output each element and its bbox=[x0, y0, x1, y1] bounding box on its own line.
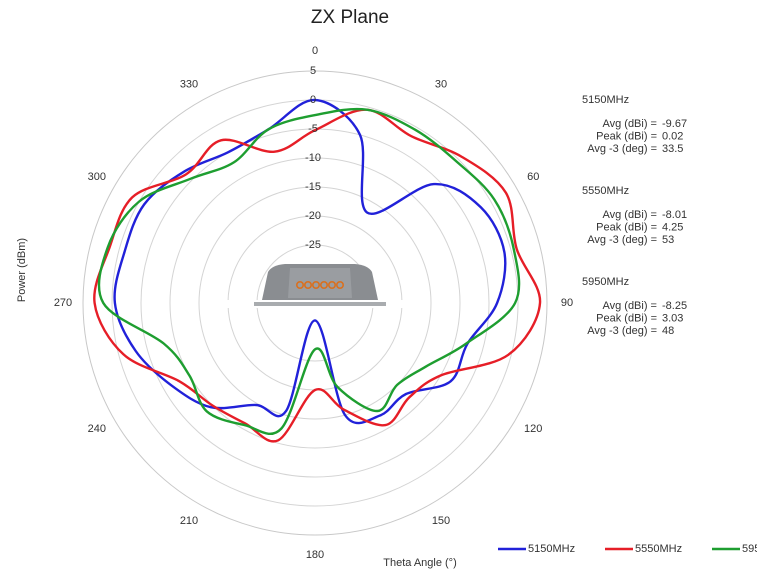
stats-value: -9.67 bbox=[662, 118, 687, 130]
stats-value: -8.01 bbox=[662, 209, 687, 221]
stats-label: Avg (dBi) = bbox=[602, 300, 657, 312]
stats-label: Peak (dBi) = bbox=[596, 221, 657, 233]
theta-tick-label: 60 bbox=[527, 171, 539, 183]
stats-value: 4.25 bbox=[662, 221, 683, 233]
stats-value: -8.25 bbox=[662, 300, 687, 312]
legend: 5150MHz 5550MHz 5950MHz bbox=[498, 543, 757, 555]
tick-labels: 5 0 -5 -10 -15 -20 -25 0 30 60 90 120 150 180 210 240 27… bbox=[54, 45, 573, 561]
stats-heading: 5550MHz bbox=[582, 185, 629, 197]
legend-label: 5150MHz bbox=[528, 543, 575, 555]
stats-value: 48 bbox=[662, 325, 674, 337]
r-tick-label: -15 bbox=[305, 181, 321, 193]
stats-value: 3.03 bbox=[662, 312, 683, 324]
stats-label: Avg (dBi) = bbox=[602, 118, 657, 130]
theta-tick-label: 0 bbox=[312, 45, 318, 57]
series-line bbox=[113, 98, 507, 425]
stats-label: Avg -3 (deg) = bbox=[587, 234, 657, 246]
series-line bbox=[93, 108, 542, 443]
x-axis-label: Theta Angle (°) bbox=[383, 557, 457, 569]
stats-label: Avg (dBi) = bbox=[602, 209, 657, 221]
stats-label: Avg -3 (deg) = bbox=[587, 325, 657, 337]
theta-tick-label: 180 bbox=[306, 549, 324, 561]
antenna-image bbox=[200, 264, 430, 308]
stats-panel: 5150MHz Avg (dBi) = -9.67 Peak (dBi) = 0.02 A… bbox=[582, 94, 687, 337]
theta-tick-label: 120 bbox=[524, 423, 542, 435]
r-tick-label: -25 bbox=[305, 239, 321, 251]
theta-tick-label: 90 bbox=[561, 297, 573, 309]
r-tick-label: -20 bbox=[305, 210, 321, 222]
stats-heading: 5150MHz bbox=[582, 94, 629, 106]
grid-circle bbox=[198, 186, 432, 420]
legend-label: 5950MHz bbox=[742, 543, 757, 555]
stats-value: 33.5 bbox=[662, 143, 683, 155]
stats-heading: 5950MHz bbox=[582, 276, 629, 288]
y-axis-label: Power (dBm) bbox=[16, 238, 28, 302]
stats-value: 0.02 bbox=[662, 130, 683, 142]
plot-area bbox=[93, 98, 542, 443]
stats-label: Peak (dBi) = bbox=[596, 130, 657, 142]
theta-tick-label: 240 bbox=[88, 423, 106, 435]
theta-tick-label: 330 bbox=[180, 79, 198, 91]
r-tick-label: 5 bbox=[310, 65, 316, 77]
stats-value: 53 bbox=[662, 234, 674, 246]
stats-label: Avg -3 (deg) = bbox=[587, 143, 657, 155]
chart-title: ZX Plane bbox=[311, 7, 389, 28]
series-line bbox=[97, 107, 521, 435]
theta-tick-label: 30 bbox=[435, 79, 447, 91]
r-tick-label: -10 bbox=[305, 152, 321, 164]
theta-tick-label: 300 bbox=[88, 171, 106, 183]
theta-tick-label: 270 bbox=[54, 297, 72, 309]
legend-label: 5550MHz bbox=[635, 543, 682, 555]
r-tick-label: -5 bbox=[308, 123, 318, 135]
r-tick-label: 0 bbox=[310, 94, 316, 106]
stats-label: Peak (dBi) = bbox=[596, 312, 657, 324]
grid-circle bbox=[82, 70, 548, 536]
theta-tick-label: 210 bbox=[180, 515, 198, 527]
grid-circle bbox=[169, 157, 461, 449]
theta-tick-label: 150 bbox=[432, 515, 450, 527]
